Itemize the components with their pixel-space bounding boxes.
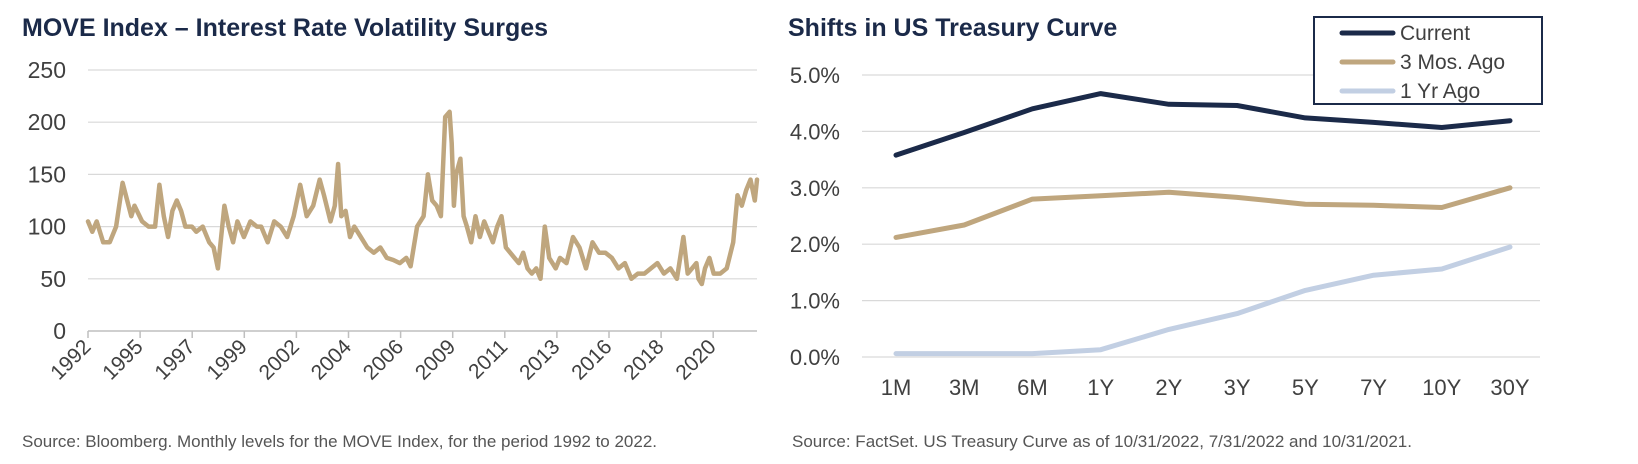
move-x-tick-label: 2016 xyxy=(567,335,616,384)
legend-label: 1 Yr Ago xyxy=(1400,80,1480,103)
move-x-tick-label: 2002 xyxy=(255,335,304,384)
legend-label: Current xyxy=(1400,22,1470,45)
move-x-tick-label: 1997 xyxy=(150,335,199,384)
move-x-tick-label: 1999 xyxy=(203,335,252,384)
move-x-tick-label: 1995 xyxy=(98,335,147,384)
treasury-x-tick-label: 1Y xyxy=(1087,375,1114,400)
treasury-y-tick-label: 2.0% xyxy=(790,232,840,257)
treasury-line-current xyxy=(893,91,1513,158)
treasury-x-tick-label: 10Y xyxy=(1422,375,1461,400)
treasury-x-tick-label: 6M xyxy=(1017,375,1048,400)
move-y-tick-label: 250 xyxy=(28,57,66,83)
treasury-line-3-mos-ago xyxy=(893,185,1513,240)
move-x-tick-label: 2020 xyxy=(671,335,720,384)
treasury-x-tick-label: 7Y xyxy=(1360,375,1387,400)
treasury-x-tick-label: 3M xyxy=(949,375,980,400)
move-y-tick-label: 150 xyxy=(28,161,66,187)
treasury-chart-title: Shifts in US Treasury Curve xyxy=(788,14,1118,42)
move-y-tick-label: 200 xyxy=(28,109,66,135)
move-x-tick-label: 2018 xyxy=(619,335,668,384)
treasury-x-tick-label: 5Y xyxy=(1292,375,1319,400)
treasury-x-tick-label: 2Y xyxy=(1155,375,1182,400)
treasury-x-tick-label: 1M xyxy=(881,375,912,400)
treasury-x-tick-label: 3Y xyxy=(1224,375,1251,400)
treasury-line-1-yr-ago xyxy=(893,244,1513,357)
move-y-tick-label: 50 xyxy=(40,266,66,292)
move-x-tick-label: 2009 xyxy=(411,335,460,384)
treasury-y-tick-label: 4.0% xyxy=(790,119,840,144)
treasury-y-tick-label: 0.0% xyxy=(790,345,840,370)
move-x-tick-label: 2004 xyxy=(307,335,357,385)
treasury-chart-source: Source: FactSet. US Treasury Curve as of… xyxy=(792,432,1412,451)
move-chart-title: MOVE Index – Interest Rate Volatility Su… xyxy=(22,14,549,42)
treasury-y-tick-label: 5.0% xyxy=(790,63,840,88)
move-y-tick-label: 0 xyxy=(53,318,66,344)
move-y-tick-label: 100 xyxy=(28,214,66,240)
move-x-tick-label: 2011 xyxy=(464,335,512,383)
move-x-tick-label: 2006 xyxy=(359,335,408,384)
treasury-x-tick-label: 30Y xyxy=(1490,375,1529,400)
move-chart-source: Source: Bloomberg. Monthly levels for th… xyxy=(22,432,658,451)
legend-label: 3 Mos. Ago xyxy=(1400,51,1505,74)
treasury-y-tick-label: 3.0% xyxy=(790,176,840,201)
move-index-line xyxy=(85,109,760,287)
treasury-y-tick-label: 1.0% xyxy=(790,289,840,314)
move-x-tick-label: 2013 xyxy=(515,335,564,384)
